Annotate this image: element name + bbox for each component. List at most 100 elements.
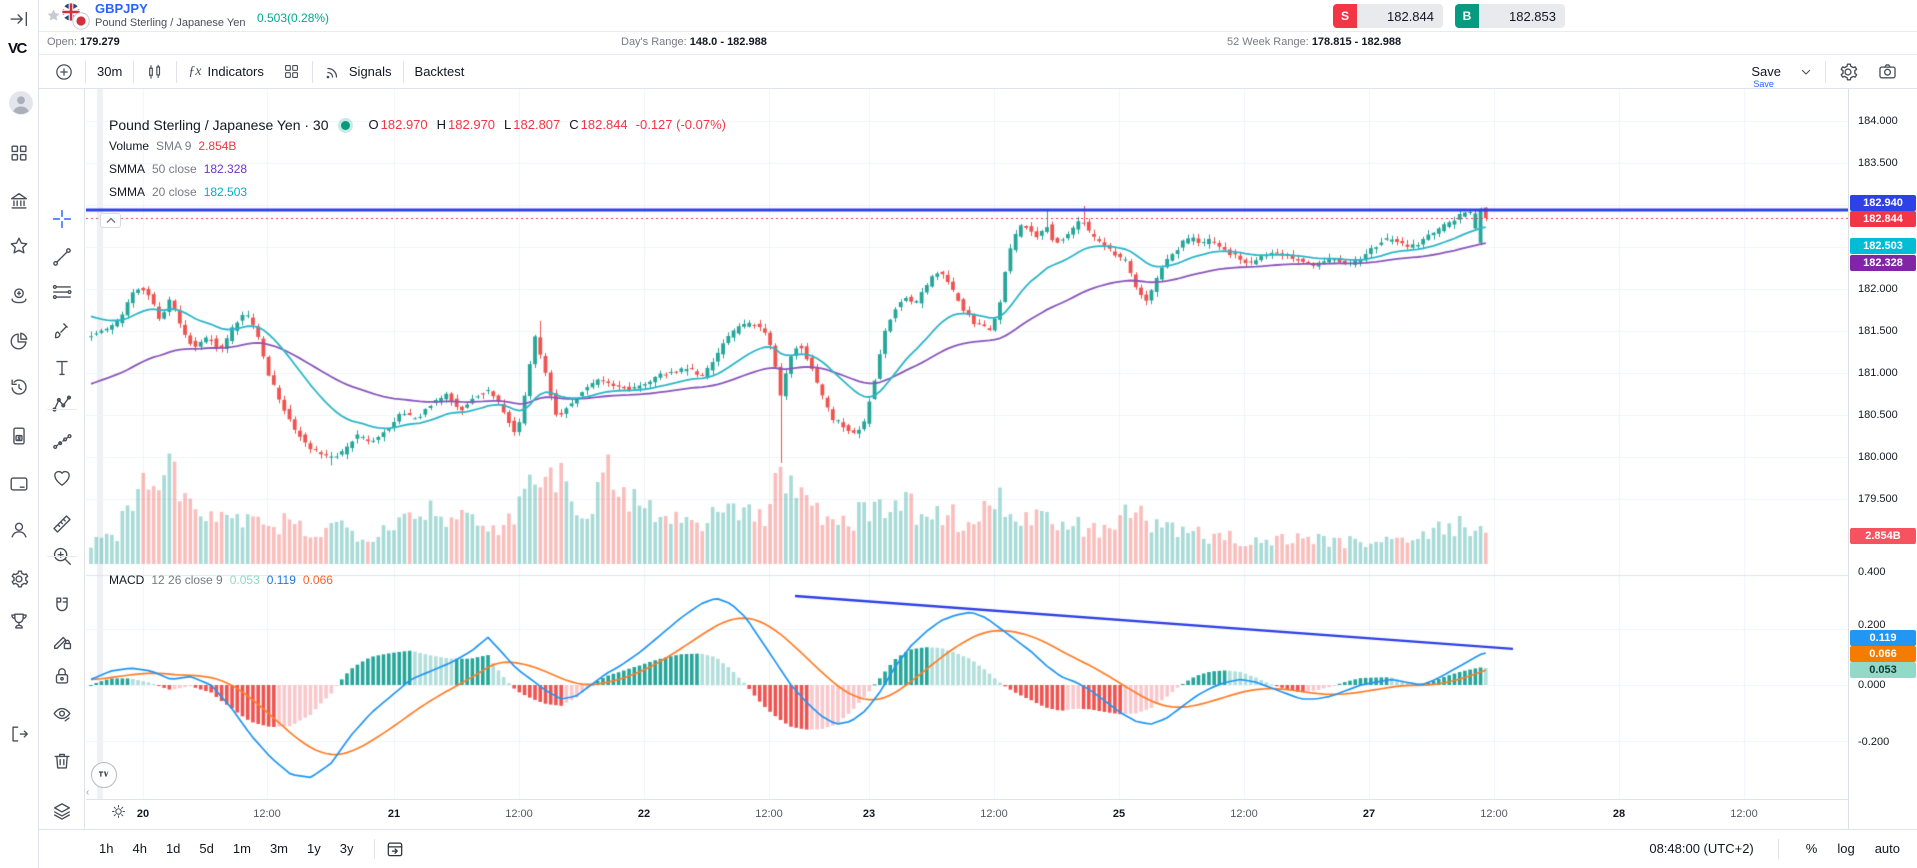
go-to-date-icon[interactable]	[385, 839, 405, 859]
open-stat: Open: 179.279	[47, 36, 120, 48]
star-icon[interactable]	[8, 235, 30, 257]
range-button-3y[interactable]: 3y	[339, 841, 354, 856]
range-button-4h[interactable]: 4h	[132, 841, 147, 856]
trash-icon[interactable]	[51, 750, 73, 772]
trophy-icon[interactable]	[8, 610, 30, 632]
chart-content: Pound Sterling / Japanese Yen · 30 O 182.…	[39, 89, 1917, 829]
time-axis-label-12:00: 12:00	[1730, 808, 1758, 820]
save-menu-button[interactable]	[1789, 58, 1823, 86]
bank-icon[interactable]	[8, 190, 30, 212]
sell-button[interactable]: S 182.844	[1333, 4, 1443, 28]
person-icon[interactable]	[8, 519, 30, 541]
collapse-panel-icon[interactable]	[8, 8, 30, 30]
symbol-block[interactable]: GBPJPY Pound Sterling / Japanese Yen	[95, 2, 245, 30]
ruler-icon[interactable]	[51, 513, 73, 535]
price-axis-label: 181.500	[1858, 325, 1898, 337]
auto-scale-button[interactable]: auto	[1874, 841, 1900, 856]
sun-icon[interactable]	[110, 803, 127, 820]
signals-button[interactable]: Signals	[315, 58, 401, 86]
price-chart-canvas[interactable]	[86, 89, 1848, 799]
buy-badge[interactable]: B	[1455, 4, 1479, 28]
trend-line-icon[interactable]	[51, 246, 73, 268]
lock-icon[interactable]	[51, 665, 73, 687]
card-icon[interactable]	[8, 473, 30, 495]
save-tooltip: Save	[1753, 79, 1774, 89]
indicator-templates-button[interactable]	[273, 58, 310, 86]
range-button-1h[interactable]: 1h	[99, 841, 114, 856]
smma20-indicator-row[interactable]: SMMA 20 close 182.503	[109, 184, 248, 199]
collapse-drawings-handle[interactable]: ‹	[86, 787, 90, 798]
log-scale-button[interactable]: log	[1837, 841, 1855, 856]
sell-badge[interactable]: S	[1333, 4, 1357, 28]
add-symbol-button[interactable]	[45, 58, 83, 86]
chevron-up-icon	[105, 217, 116, 224]
statement-icon[interactable]	[8, 425, 30, 447]
axis-badge-0.053: 0.053	[1850, 662, 1916, 678]
horizontal-lines-icon[interactable]	[51, 281, 73, 303]
app-sidebar: VC	[0, 0, 39, 868]
percent-scale-button[interactable]: %	[1805, 841, 1818, 856]
axis-badge-182.503: 182.503	[1850, 238, 1916, 254]
logout-icon[interactable]	[8, 723, 30, 745]
time-axis[interactable]: 20 12:00 21 12:00 22 12:00 23 12:00 25 12:00 27 12:…	[86, 799, 1848, 829]
price-axis-label: 183.500	[1858, 157, 1898, 169]
axis-badge-182.844: 182.844	[1850, 211, 1916, 227]
xabcd-pattern-icon[interactable]	[51, 393, 73, 415]
smma50-indicator-row[interactable]: SMMA 50 close 182.328	[109, 161, 248, 176]
macd-indicator-row[interactable]: MACD 12 26 close 9 0.053 0.119 0.066	[109, 573, 333, 587]
tradingview-logo[interactable]	[91, 762, 117, 788]
save-button[interactable]: Save Save	[1751, 64, 1781, 89]
apps-grid-icon[interactable]	[8, 142, 30, 164]
volume-indicator-row[interactable]: Volume SMA 9 2.854B	[109, 138, 237, 153]
symbol-name[interactable]: GBPJPY	[95, 1, 148, 16]
macd-signal-value: 0.066	[302, 573, 333, 587]
range-button-5d[interactable]: 5d	[199, 841, 214, 856]
edit-lock-icon[interactable]	[51, 630, 73, 652]
interval-button[interactable]: 30m	[97, 64, 123, 79]
legend-collapse-button[interactable]	[100, 213, 121, 228]
gear-icon	[1837, 61, 1859, 83]
ohlc-change: -0.127 (-0.07%)	[635, 117, 726, 132]
chart-style-button[interactable]	[136, 58, 174, 86]
gear-icon[interactable]	[8, 568, 30, 590]
sell-price[interactable]: 182.844	[1357, 4, 1443, 28]
vc-logo[interactable]: VC	[8, 40, 27, 57]
range-button-1y[interactable]: 1y	[307, 841, 321, 856]
axis-badge-182.940: 182.940	[1850, 195, 1916, 211]
deposit-icon[interactable]	[8, 285, 30, 307]
toolbar-divider	[47, 556, 77, 557]
avatar[interactable]	[8, 90, 34, 116]
price-axis-label: 181.000	[1858, 367, 1898, 379]
zoom-in-icon[interactable]	[51, 545, 73, 567]
range-button-1d[interactable]: 1d	[165, 841, 181, 856]
smma20-value: 182.503	[203, 184, 248, 199]
settings-button[interactable]	[1828, 58, 1868, 86]
text-tool-icon[interactable]	[51, 357, 73, 379]
price-axis[interactable]: 184.000183.500183.000182.500182.000181.5…	[1848, 89, 1917, 829]
screenshot-button[interactable]	[1868, 58, 1907, 86]
buy-price[interactable]: 182.853	[1479, 4, 1565, 28]
indicators-button[interactable]: ƒx Indicators	[188, 63, 264, 80]
range-button-1m[interactable]: 1m	[232, 841, 251, 856]
legend-title[interactable]: Pound Sterling / Japanese Yen · 30	[109, 117, 329, 133]
clock-readout[interactable]: 08:48:00 (UTC+2)	[1649, 841, 1754, 856]
pie-chart-icon[interactable]	[8, 330, 30, 352]
heart-icon[interactable]	[51, 467, 73, 489]
crosshair-icon[interactable]	[51, 208, 73, 230]
tv-mark-icon	[98, 771, 109, 777]
range-button-3m[interactable]: 3m	[269, 841, 288, 856]
brush-icon[interactable]	[51, 320, 73, 342]
signal-icon	[324, 62, 343, 81]
days-range-stat: Day's Range: 148.0 - 182.988	[621, 36, 767, 48]
backtest-button[interactable]: Backtest	[414, 64, 465, 79]
hide-drawings-icon[interactable]	[51, 703, 73, 725]
buy-button[interactable]: B 182.853	[1455, 4, 1565, 28]
magnet-icon[interactable]	[51, 595, 73, 617]
forecast-icon[interactable]	[51, 431, 73, 453]
axis-badge-0.066: 0.066	[1850, 646, 1916, 662]
bottom-toolbar: 1h 4h 1d 5d 1m 3m 1y 3y 08:48:00 (UTC+2) % log …	[39, 829, 1917, 867]
favorite-star-icon[interactable]	[46, 8, 61, 23]
price-axis-label: 180.000	[1858, 451, 1898, 463]
history-icon[interactable]	[8, 376, 30, 398]
layers-icon[interactable]	[51, 800, 73, 822]
